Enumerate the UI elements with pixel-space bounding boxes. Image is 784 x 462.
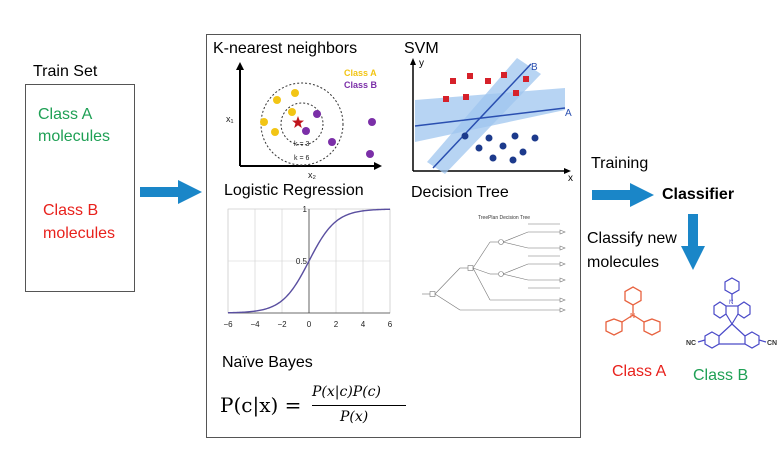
dtree-inner-title: TreePlan Decision Tree [478,215,530,221]
knn-legend-b: Class B [344,80,378,90]
fraction-bar [312,405,406,406]
x-tick-label: 0 [307,320,312,329]
bayes-formula-lhs: P(c|x) = [220,393,302,417]
logistic-regression-chart: −6 −4 −2 0 2 4 6 0.5 1 [223,205,393,329]
svm-axis-x: x [568,173,573,184]
arrow-right-icon [592,183,654,207]
knn-legend-a: Class A [344,68,377,78]
knn-axis-x1: x₁ [226,114,234,124]
methods-box [206,34,581,438]
svm-line-b: B [531,62,538,73]
x-tick-label: −4 [250,320,260,329]
molecule-class-b-icon: NC CN N [686,277,777,349]
cn-left-label: NC [686,340,696,347]
knn-axis-x2: x₂ [308,170,317,180]
x-tick-label: 2 [334,320,339,329]
class-a-label: Class A [38,106,93,123]
cn-right-label: CN [767,340,777,347]
training-label: Training [591,155,649,172]
decision-tree-diagram: TreePlan Decision Tree [422,215,566,313]
knn-k3: k = 3 [294,141,309,148]
x-tick-label: −6 [223,320,233,329]
svm-line-a: A [565,108,572,119]
bayes-formula-numerator: P(x|c)P(c) [312,384,381,400]
svm-axis-y: y [419,58,424,69]
class-a-molecules-label: molecules [38,128,111,145]
knn-title: K-nearest neighbors [213,40,358,57]
x-tick-label: 6 [388,320,393,329]
molecule-class-a-icon: N [605,286,661,336]
arrow-down-icon [681,214,705,270]
arrow-right-icon [140,180,202,204]
train-set-box [25,84,135,292]
x-tick-label: −2 [277,320,287,329]
bayes-formula-denominator: P(x) [340,409,369,425]
classify-molecules-label: molecules [587,254,660,271]
classifier-label: Classifier [662,186,735,203]
svg-text:N: N [729,300,733,306]
bayes-title: Naïve Bayes [222,354,313,371]
class-b-result-label: Class B [693,367,749,384]
sigmoid-curve [227,208,391,314]
svm-title: SVM [404,40,439,57]
class-b-label: Class B [43,202,99,219]
svg-text:N: N [630,313,635,320]
dtree-title: Decision Tree [411,184,509,201]
knn-plot: Class A Class B k = 3 k = 6 x₁ x₂ [226,62,382,180]
class-a-result-label: Class A [612,363,667,380]
knn-k6: k = 6 [294,155,309,162]
x-tick-label: 4 [361,320,366,329]
class-b-molecules-label: molecules [43,225,116,242]
svm-plot: y x A B [410,58,573,184]
y-tick-label: 1 [303,205,308,214]
y-tick-label: 0.5 [296,257,308,266]
train-set-title: Train Set [33,63,98,80]
logreg-title: Logistic Regression [224,182,364,199]
classify-new-label: Classify new [587,230,677,247]
